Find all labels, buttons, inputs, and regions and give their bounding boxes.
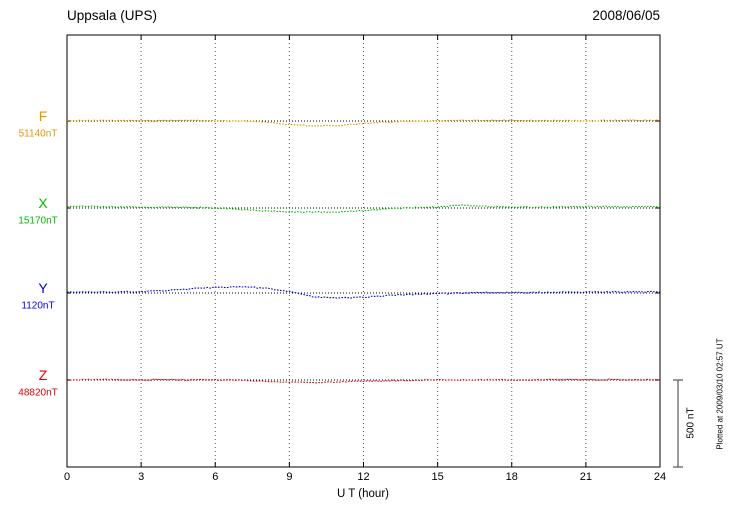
channel-baseline-value-Z: 48820nT xyxy=(18,387,58,399)
station-title: Uppsala (UPS) xyxy=(67,8,158,23)
channel-label-Y: Y xyxy=(38,280,48,296)
channel-baseline-value-Y: 1120nT xyxy=(21,300,55,312)
x-tick-label-21: 21 xyxy=(579,471,592,483)
x-tick-label-3: 3 xyxy=(138,471,145,483)
trace-F xyxy=(66,119,660,127)
channel-baseline-value-X: 15170nT xyxy=(18,215,58,227)
trace-X xyxy=(66,204,661,214)
x-tick-label-18: 18 xyxy=(505,471,518,483)
x-tick-label-9: 9 xyxy=(286,471,293,483)
x-tick-label-12: 12 xyxy=(357,471,370,483)
x-tick-label-24: 24 xyxy=(653,471,667,483)
date-label: 2008/06/05 xyxy=(592,8,660,23)
channel-label-Z: Z xyxy=(38,367,48,383)
trace-Y xyxy=(66,286,661,299)
scale-bar-label: 500 nT xyxy=(685,407,697,439)
x-tick-label-15: 15 xyxy=(431,471,444,483)
plotted-at-timestamp: Plotted at 2009/03/10 02:57 UT xyxy=(715,338,725,450)
channel-baseline-value-F: 51140nT xyxy=(18,128,58,140)
channel-label-F: F xyxy=(38,108,48,124)
x-axis-title: U T (hour) xyxy=(337,488,389,500)
x-tick-label-0: 0 xyxy=(63,471,71,483)
x-tick-label-6: 6 xyxy=(212,471,219,483)
channel-label-X: X xyxy=(38,195,48,211)
trace-Z xyxy=(66,378,660,384)
